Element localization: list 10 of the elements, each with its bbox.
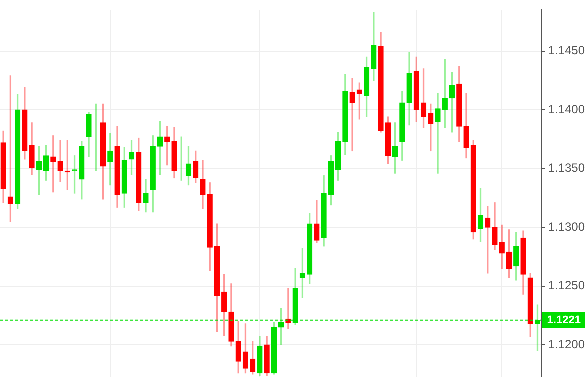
y-tick-label: 1.1350 bbox=[548, 161, 586, 176]
ref-line-label: 1.1221 bbox=[547, 314, 581, 326]
candlestick bbox=[58, 140, 64, 182]
y-tick-label: 1.1400 bbox=[548, 102, 586, 116]
candlestick bbox=[435, 93, 441, 174]
y-tick-label: 1.1450 bbox=[548, 44, 586, 58]
y-tick-label: 1.1300 bbox=[548, 220, 586, 234]
candlestick bbox=[350, 78, 356, 152]
y-tick-label: 1.1200 bbox=[548, 337, 586, 352]
y-tick-label: 1.1250 bbox=[548, 278, 586, 293]
